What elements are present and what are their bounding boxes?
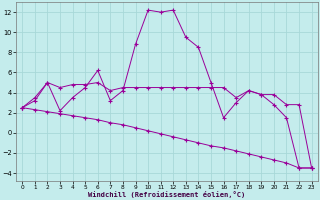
X-axis label: Windchill (Refroidissement éolien,°C): Windchill (Refroidissement éolien,°C) [88, 191, 245, 198]
